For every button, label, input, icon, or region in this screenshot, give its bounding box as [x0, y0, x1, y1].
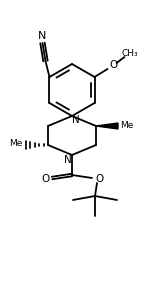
Text: O: O — [41, 174, 49, 184]
Text: N: N — [38, 31, 47, 41]
Text: N: N — [64, 155, 72, 165]
Text: O: O — [109, 60, 118, 70]
Text: N: N — [72, 115, 80, 125]
Text: Me: Me — [120, 120, 134, 130]
Polygon shape — [96, 123, 118, 129]
Text: Me: Me — [9, 140, 23, 148]
Text: CH₃: CH₃ — [121, 49, 138, 57]
Text: O: O — [95, 174, 103, 184]
